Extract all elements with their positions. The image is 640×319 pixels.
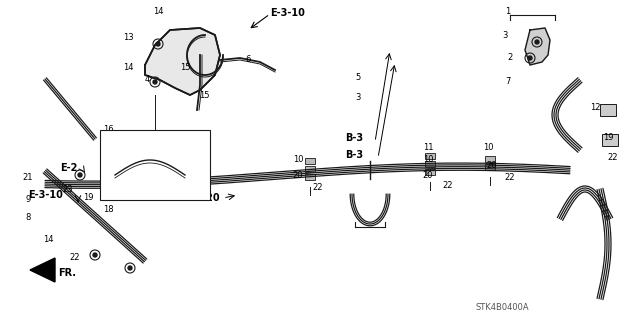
- Text: E-3-10: E-3-10: [28, 190, 63, 200]
- Text: 14: 14: [123, 63, 133, 72]
- Bar: [425, 161, 435, 167]
- Text: 10: 10: [292, 155, 303, 165]
- Text: 17: 17: [143, 155, 154, 165]
- Bar: [305, 158, 315, 164]
- Text: 6: 6: [245, 56, 251, 64]
- Text: 14: 14: [153, 8, 163, 17]
- Bar: [305, 166, 315, 172]
- Text: 2: 2: [508, 54, 513, 63]
- Text: 5: 5: [355, 73, 360, 83]
- Text: B-4-20: B-4-20: [184, 193, 220, 203]
- Text: 20: 20: [292, 170, 303, 180]
- Circle shape: [93, 253, 97, 257]
- Text: 20: 20: [423, 170, 433, 180]
- Text: 23: 23: [63, 186, 74, 195]
- Bar: [125, 181, 135, 189]
- Bar: [600, 104, 616, 116]
- Text: 8: 8: [26, 213, 31, 222]
- Circle shape: [78, 173, 82, 177]
- Text: E-3-10: E-3-10: [270, 8, 305, 18]
- Text: 16: 16: [102, 125, 113, 135]
- Bar: [100, 186, 110, 194]
- Text: 20: 20: [487, 160, 497, 169]
- Text: STK4B0400A: STK4B0400A: [475, 303, 529, 313]
- Circle shape: [156, 42, 160, 46]
- Text: 10: 10: [483, 144, 493, 152]
- Text: 12: 12: [589, 103, 600, 113]
- Text: B-3: B-3: [345, 133, 363, 143]
- Circle shape: [128, 266, 132, 270]
- Polygon shape: [30, 258, 55, 282]
- Text: 22: 22: [313, 183, 323, 192]
- Text: 7: 7: [506, 78, 511, 86]
- Text: 13: 13: [123, 33, 133, 42]
- Text: 19: 19: [83, 194, 93, 203]
- Bar: [305, 174, 315, 180]
- Text: 18: 18: [102, 205, 113, 214]
- Text: 11: 11: [423, 144, 433, 152]
- Polygon shape: [525, 28, 550, 65]
- Bar: [100, 130, 210, 200]
- Text: 15: 15: [199, 91, 209, 100]
- Text: 1: 1: [506, 8, 511, 17]
- Text: 3: 3: [502, 31, 508, 40]
- Text: 22: 22: [443, 181, 453, 189]
- Text: 4: 4: [145, 76, 150, 85]
- Text: 22: 22: [608, 153, 618, 162]
- Text: FR.: FR.: [58, 268, 76, 278]
- Bar: [485, 156, 495, 162]
- Text: 15: 15: [180, 63, 190, 72]
- Text: 19: 19: [603, 133, 613, 143]
- Bar: [425, 169, 435, 175]
- Text: 9: 9: [26, 196, 31, 204]
- Text: 14: 14: [43, 235, 53, 244]
- Bar: [485, 164, 495, 170]
- Polygon shape: [145, 28, 220, 95]
- Circle shape: [535, 40, 539, 44]
- Text: 21: 21: [23, 174, 33, 182]
- Text: B-3: B-3: [345, 150, 363, 160]
- Circle shape: [153, 80, 157, 84]
- Bar: [602, 134, 618, 146]
- Circle shape: [528, 56, 532, 60]
- Text: 22: 22: [505, 174, 515, 182]
- Text: 10: 10: [423, 155, 433, 165]
- Text: 3: 3: [355, 93, 361, 102]
- Text: E-2: E-2: [60, 163, 77, 173]
- Bar: [425, 153, 435, 159]
- Text: 22: 22: [70, 254, 80, 263]
